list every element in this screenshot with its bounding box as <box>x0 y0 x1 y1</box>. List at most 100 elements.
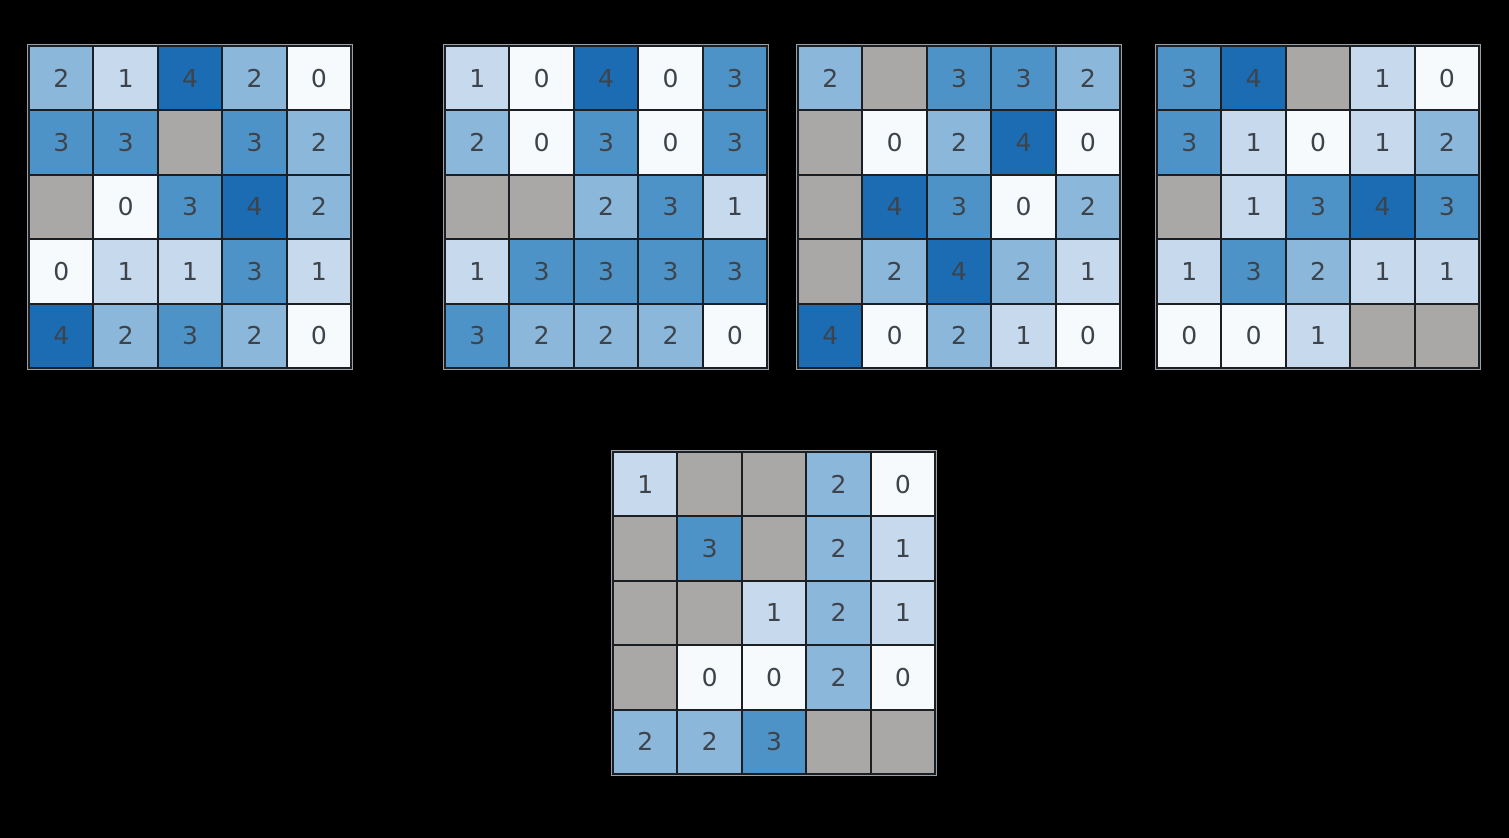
heatmap-cell-r0c4: 0 <box>287 47 350 110</box>
heatmap-cell-r2c3: 4 <box>223 175 286 239</box>
heatmap-cell-r2c2: 3 <box>927 175 991 239</box>
heatmap-cell-r3c2: 3 <box>574 240 638 303</box>
heatmap-cell-r0c4: 2 <box>1056 47 1119 110</box>
heatmap-cell-r3c1: 2 <box>863 240 926 303</box>
heatmap-cell-r0c3: 0 <box>639 47 702 110</box>
heatmap-cell-r4c0: 4 <box>30 304 93 367</box>
heatmap-cell-missing-r2c0 <box>1158 175 1221 239</box>
heatmap-cell-r0c0: 1 <box>614 453 677 516</box>
heatmap-cell-r3c2: 4 <box>927 240 991 303</box>
heatmap-cell-r3c3: 3 <box>223 240 286 303</box>
heatmap-cell-r3c4: 1 <box>1056 240 1119 303</box>
heatmap-cell-r3c0: 1 <box>446 240 509 303</box>
heatmap-cell-r1c3: 0 <box>639 111 702 174</box>
heatmap-cell-missing-r2c1 <box>678 581 741 645</box>
heatmap-cell-missing-r3c0 <box>614 646 677 709</box>
heatmap-cell-r0c3: 2 <box>223 47 286 110</box>
heatmap-cell-r2c2: 2 <box>574 175 638 239</box>
heatmap-cell-r0c4: 3 <box>703 47 766 110</box>
heatmap-cell-r1c2: 3 <box>574 111 638 174</box>
heatmap-cell-r3c1: 3 <box>1222 240 1285 303</box>
heatmap-cell-r0c3: 2 <box>807 453 870 516</box>
heatmap-cell-missing-r1c0 <box>614 517 677 580</box>
heatmap-cell-r1c2: 0 <box>1286 111 1350 174</box>
heatmap-cell-r4c2: 3 <box>158 304 222 367</box>
heatmap-cell-r4c4: 0 <box>287 304 350 367</box>
heatmap-cell-r1c1: 0 <box>863 111 926 174</box>
heatmap-cell-missing-r2c0 <box>446 175 509 239</box>
heatmap-cell-r2c1: 1 <box>1222 175 1285 239</box>
heatmap-cell-missing-r1c2 <box>158 111 222 174</box>
heatmap-cell-missing-r2c1 <box>510 175 573 239</box>
heatmap-cell-r4c3: 2 <box>223 304 286 367</box>
heatmap-cell-r4c4: 0 <box>703 304 766 367</box>
heatmap-cell-r1c2: 2 <box>927 111 991 174</box>
heatmap-cell-r2c2: 3 <box>158 175 222 239</box>
heatmap-cell-r3c1: 3 <box>510 240 573 303</box>
heatmap-cell-r1c4: 2 <box>1415 111 1478 174</box>
heatmap-cell-r1c1: 3 <box>678 517 741 580</box>
heatmap-cell-r4c0: 4 <box>799 304 862 367</box>
heatmap-cell-r3c2: 1 <box>158 240 222 303</box>
heatmap-cell-r4c3: 2 <box>639 304 702 367</box>
heatmap-cell-r2c2: 3 <box>1286 175 1350 239</box>
heatmap-cell-missing-r2c0 <box>614 581 677 645</box>
heatmap-cell-r1c1: 0 <box>510 111 573 174</box>
heatmap-cell-missing-r1c2 <box>742 517 806 580</box>
heatmap-cell-r2c3: 3 <box>639 175 702 239</box>
heatmap-cell-missing-r4c4 <box>871 710 934 773</box>
heatmap-cell-missing-r0c2 <box>742 453 806 516</box>
heatmap-cell-r0c0: 2 <box>30 47 93 110</box>
heatmap-cell-missing-r0c1 <box>678 453 741 516</box>
heatmap-cell-r3c4: 3 <box>703 240 766 303</box>
heatmap-cell-r4c1: 2 <box>94 304 157 367</box>
heatmap-cell-r3c3: 1 <box>1351 240 1414 303</box>
heatmap-cell-r4c1: 2 <box>678 710 741 773</box>
heatmap-cell-r4c1: 0 <box>863 304 926 367</box>
heatmap-cell-r4c2: 2 <box>927 304 991 367</box>
heatmap-cell-r1c0: 3 <box>1158 111 1221 174</box>
heatmap-cell-r1c4: 3 <box>703 111 766 174</box>
heatmap-cell-missing-r0c1 <box>863 47 926 110</box>
heatmap-cell-r1c4: 0 <box>1056 111 1119 174</box>
heatmap-cell-r0c0: 2 <box>799 47 862 110</box>
heatmap-cell-missing-r4c4 <box>1415 304 1478 367</box>
heatmap-cell-r2c3: 0 <box>992 175 1055 239</box>
heatmap-cell-r3c1: 0 <box>678 646 741 709</box>
heatmap-cell-r0c4: 0 <box>871 453 934 516</box>
heatmap-cell-r1c3: 4 <box>992 111 1055 174</box>
heatmap-cell-r2c4: 2 <box>1056 175 1119 239</box>
heatmap-cell-r3c0: 0 <box>30 240 93 303</box>
heatmap-cell-r4c2: 3 <box>742 710 806 773</box>
heatmap-cell-r4c0: 0 <box>1158 304 1221 367</box>
heatmap-cell-r3c3: 2 <box>992 240 1055 303</box>
heatmap-cell-missing-r4c3 <box>807 710 870 773</box>
heatmap-cell-r4c4: 0 <box>1056 304 1119 367</box>
heatmap-cell-r1c3: 3 <box>223 111 286 174</box>
heatmap-cell-r0c3: 1 <box>1351 47 1414 110</box>
heatmap-cell-r0c4: 0 <box>1415 47 1478 110</box>
heatmap-cell-r0c1: 1 <box>94 47 157 110</box>
heatmap-cell-r0c2: 4 <box>158 47 222 110</box>
heatmap-cell-r3c4: 1 <box>287 240 350 303</box>
heatmap-cell-r3c4: 1 <box>1415 240 1478 303</box>
heatmap-cell-r0c0: 3 <box>1158 47 1221 110</box>
heatmap-cell-r4c2: 2 <box>574 304 638 367</box>
heatmap-cell-r2c3: 2 <box>807 581 870 645</box>
heatmap-cell-r1c1: 3 <box>94 111 157 174</box>
heatmap-cell-r1c4: 2 <box>287 111 350 174</box>
heatmap-cell-r1c4: 1 <box>871 517 934 580</box>
heatmap-cell-missing-r2c0 <box>30 175 93 239</box>
heatmap-cell-r3c1: 1 <box>94 240 157 303</box>
heatmap-cell-r2c3: 4 <box>1351 175 1414 239</box>
heatmap-cell-r1c3: 1 <box>1351 111 1414 174</box>
heatmap-cell-r2c2: 1 <box>742 581 806 645</box>
heatmap-cell-r0c3: 3 <box>992 47 1055 110</box>
heatmap-cell-r2c1: 0 <box>94 175 157 239</box>
